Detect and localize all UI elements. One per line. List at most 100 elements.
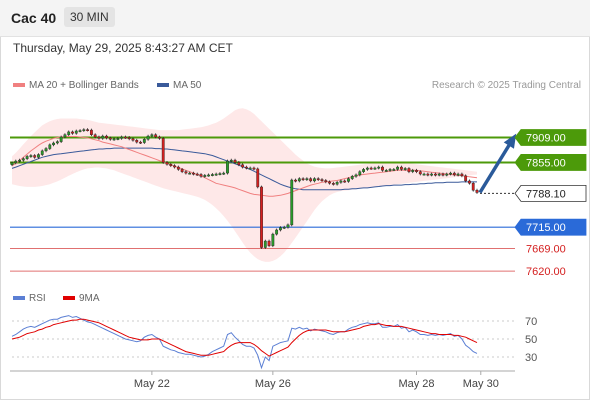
candle-body [381, 166, 384, 171]
candle-body [139, 141, 142, 144]
candle-body [154, 134, 158, 138]
candle-body [422, 173, 426, 176]
candle-body [37, 154, 40, 158]
candle-body [135, 140, 139, 143]
candle-body [365, 167, 369, 170]
ma50-swatch [157, 83, 169, 88]
candle-body [40, 150, 44, 155]
candle-body [290, 179, 294, 226]
price-level-tag [514, 218, 587, 236]
candle-body [25, 156, 29, 159]
candle-body [452, 172, 456, 176]
candle-body [67, 131, 71, 135]
price-level-tag [514, 154, 587, 171]
candle-body [63, 134, 67, 138]
price-level-tag [514, 129, 587, 146]
candle-body [418, 171, 422, 175]
candle-body [411, 170, 415, 172]
candle-body [252, 167, 256, 170]
candle-body [468, 180, 471, 184]
candle-body [301, 178, 305, 181]
candle-body [158, 136, 161, 139]
candle-body [305, 178, 309, 181]
candle-body [241, 164, 245, 168]
candle-body [52, 142, 55, 146]
candle-body [176, 166, 180, 170]
candle-body [358, 171, 362, 176]
candle-body [471, 183, 475, 191]
candle-body [59, 136, 63, 142]
candle-body [369, 167, 373, 170]
candle-body [199, 174, 203, 177]
candle-body [226, 160, 229, 174]
candle-body [29, 155, 33, 157]
candle-body [184, 171, 188, 174]
projection-arrowhead [503, 133, 517, 149]
candle-body [437, 173, 441, 176]
timeframe-badge[interactable]: 30 MIN [64, 7, 115, 27]
candle-body [328, 181, 331, 184]
candle-body [161, 138, 165, 163]
candle-body [475, 189, 479, 193]
candle-body [210, 174, 214, 176]
candle-body [294, 179, 297, 182]
candle-body [309, 178, 313, 182]
candle-body [14, 160, 18, 164]
candle-body [441, 173, 445, 176]
price-level-label: 7855.00 [526, 157, 566, 169]
price-level-label: 7788.10 [526, 188, 566, 200]
x-tick-label: May 26 [255, 378, 291, 390]
candle-body [21, 158, 25, 161]
candle-body [260, 186, 263, 248]
candle-body [396, 166, 400, 170]
candle-body [97, 136, 101, 139]
candle-body [256, 168, 260, 188]
candle-body [275, 229, 279, 235]
instrument-title: Cac 40 [11, 10, 57, 26]
candle-body [218, 173, 222, 175]
candle-body [407, 168, 411, 172]
copyright-label: Research © 2025 Trading Central [431, 80, 581, 91]
target-level-label: 7620.00 [526, 266, 566, 278]
candle-body [335, 182, 339, 185]
candle-body [82, 129, 86, 132]
candle-body [10, 162, 14, 165]
price-level-label: 7909.00 [526, 132, 566, 144]
candle-body [44, 148, 48, 152]
candle-body [316, 178, 320, 181]
candle-body [165, 162, 169, 165]
candle-body [214, 173, 218, 176]
candle-body [188, 172, 192, 175]
rsi-tick-label: 70 [525, 316, 537, 328]
bollinger-band [12, 108, 477, 262]
candle-body [86, 129, 90, 132]
candle-body [434, 173, 437, 176]
candle-body [229, 159, 233, 162]
candle-body [347, 178, 350, 182]
x-tick-label: May 28 [398, 378, 434, 390]
candle-body [263, 240, 267, 248]
candle-body [279, 227, 282, 231]
candle-body [244, 166, 248, 169]
candle-body [116, 138, 120, 140]
candle-body [339, 180, 343, 183]
candle-body [108, 137, 112, 140]
candle-body [445, 173, 449, 176]
candle-body [354, 174, 358, 177]
candle-body [282, 226, 286, 229]
candle-body [267, 240, 271, 246]
candle-body [207, 174, 210, 177]
rsi-line [11, 315, 478, 370]
candle-body [343, 180, 347, 183]
candle-body [18, 159, 21, 162]
candle-body [33, 155, 37, 158]
rsi-tick-label: 50 [525, 334, 537, 346]
candle-body [449, 172, 452, 175]
candle-body [146, 135, 150, 140]
rsi-ma-swatch [63, 296, 75, 301]
candle-body [237, 162, 241, 165]
candle-body [71, 131, 74, 134]
candle-body [78, 130, 82, 132]
candle-body [195, 173, 199, 176]
